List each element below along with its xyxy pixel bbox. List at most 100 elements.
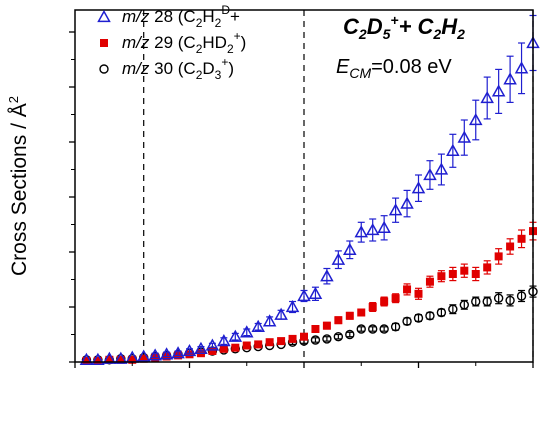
legend-label: m/z 30 (C2D3+) (122, 55, 234, 82)
data-point (171, 346, 185, 359)
legend-label: m/z 28 (C2H2D+ (122, 3, 240, 30)
data-point (414, 289, 423, 298)
data-point (311, 325, 320, 333)
data-point (377, 220, 391, 233)
data-point (136, 349, 151, 362)
data-point (368, 324, 378, 334)
data-point (343, 242, 357, 255)
data-point (334, 316, 343, 325)
data-point (483, 263, 492, 272)
data-point (228, 329, 243, 342)
data-point (436, 307, 447, 318)
data-point (182, 343, 197, 357)
data-point (116, 355, 125, 364)
legend-entry-m28: m/z 28 (C2H2D+ (97, 3, 240, 30)
data-point (459, 300, 469, 310)
data-point (205, 338, 220, 351)
data-point (91, 352, 105, 365)
data-point (354, 225, 369, 238)
data-point (388, 203, 403, 216)
data-point (413, 313, 424, 323)
series-m29 (82, 221, 537, 365)
data-point (493, 293, 504, 303)
data-point (100, 39, 108, 47)
data-point (97, 9, 111, 23)
data-point (457, 130, 472, 143)
data-point (365, 222, 380, 236)
collision-energy-label: ECM=0.08 eV (336, 56, 452, 81)
data-point (300, 332, 308, 341)
data-point (242, 341, 251, 350)
data-point (322, 334, 332, 344)
legend-entry-m30: m/z 30 (C2D3+) (99, 55, 234, 82)
data-point (333, 332, 344, 342)
data-point (265, 338, 274, 347)
data-point (516, 291, 527, 301)
data-point (345, 329, 355, 340)
data-point (288, 334, 297, 343)
data-point (368, 303, 377, 311)
data-point (208, 347, 217, 355)
data-point (231, 343, 240, 352)
data-point (345, 311, 354, 320)
series-m28 (79, 14, 540, 365)
data-point (471, 296, 481, 307)
axes: Cross Sections / Å2 (6, 31, 534, 368)
data-point (331, 252, 346, 265)
data-point (320, 269, 334, 282)
y-axis-label: Cross Sections / Å2 (6, 96, 31, 276)
data-point (448, 270, 457, 278)
data-point (505, 295, 515, 306)
data-point (310, 335, 321, 345)
data-point (99, 64, 109, 74)
data-point (357, 308, 366, 317)
reaction-label: C2D5++ C2H2 (343, 12, 465, 42)
legend-entry-m29: m/z 29 (C2HD2+) (100, 29, 246, 56)
legend-label: m/z 29 (C2HD2+) (122, 29, 246, 56)
data-point (446, 143, 460, 156)
data-point (139, 354, 148, 363)
data-point (491, 84, 506, 97)
data-point (494, 252, 503, 261)
data-point (506, 242, 515, 251)
data-point (390, 322, 401, 332)
data-point (411, 181, 426, 194)
data-point (93, 356, 102, 365)
data-point (254, 340, 263, 349)
data-point (391, 294, 400, 303)
data-point (148, 348, 162, 361)
data-point (82, 356, 91, 365)
data-point (517, 234, 526, 243)
data-point (448, 304, 458, 314)
data-point (185, 350, 194, 359)
data-point (400, 196, 414, 209)
data-point (217, 334, 231, 347)
data-point (356, 324, 366, 334)
data-point (402, 316, 412, 326)
legend: m/z 28 (C2H2D+m/z 29 (C2HD2+)m/z 30 (C2D… (97, 3, 246, 82)
data-point (274, 307, 288, 320)
data-point (380, 297, 389, 306)
data-point (434, 162, 449, 175)
data-point (194, 341, 208, 354)
data-point (105, 355, 114, 364)
data-point (403, 285, 412, 294)
data-point (277, 337, 286, 346)
annotation: C2D5++ C2H2 ECM=0.08 eV (336, 12, 465, 81)
data-point (379, 324, 389, 334)
data-point (480, 90, 494, 104)
data-point (503, 72, 517, 85)
data-point (114, 351, 128, 364)
data-point (79, 352, 94, 365)
data-point (322, 321, 331, 330)
data-point (468, 112, 483, 126)
data-point (297, 288, 311, 302)
data-point (239, 325, 254, 338)
data-point (425, 277, 434, 286)
data-point (425, 311, 435, 321)
data-point (219, 344, 228, 353)
data-point (159, 347, 174, 360)
data-point (437, 272, 446, 281)
data-point (251, 319, 265, 332)
